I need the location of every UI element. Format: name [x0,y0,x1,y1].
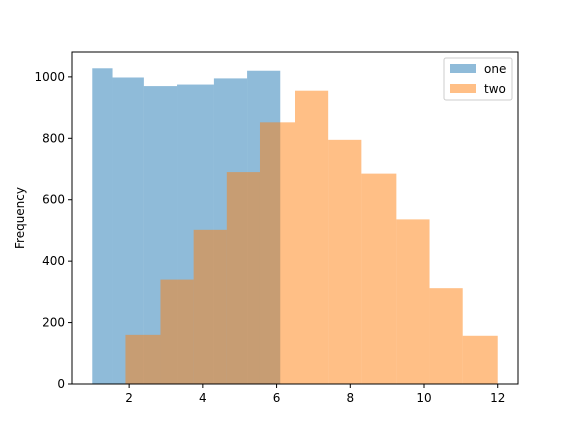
bar-two-7 [361,173,397,384]
bar-two-8 [396,219,430,384]
bars-layer [92,68,498,385]
bar-two-2 [193,229,227,384]
y-axis-ticks: 0 200 400 600 800 1000 [34,70,72,391]
bar-one-0 [92,68,113,384]
legend-label-two: two [484,82,506,96]
bar-two-0 [125,334,161,384]
bar-two-10 [462,335,498,384]
bar-two-1 [160,279,194,384]
x-axis-ticks: 2 4 6 8 10 12 [125,384,505,405]
y-tick-label: 800 [42,131,65,145]
x-tick-label: 2 [125,391,133,405]
y-tick-label: 0 [57,377,65,391]
x-tick-label: 4 [199,391,207,405]
bar-two-6 [328,139,362,384]
legend-label-one: one [484,62,506,76]
bar-one-1 [112,77,144,384]
y-tick-label: 400 [42,254,65,268]
bar-two-4 [259,122,295,384]
bar-two-5 [295,90,329,384]
x-tick-label: 6 [273,391,281,405]
legend: one two [443,57,513,101]
y-axis-label: Frequency [13,187,27,249]
legend-swatch-one [450,64,476,73]
x-tick-label: 8 [346,391,354,405]
y-tick-label: 600 [42,193,65,207]
plot-frame [71,51,519,385]
bar-two-3 [226,172,260,384]
x-tick-label: 10 [416,391,431,405]
legend-swatch-two [450,84,476,93]
bar-two-9 [429,288,463,384]
x-tick-label: 12 [490,391,505,405]
y-tick-label: 200 [42,316,65,330]
y-tick-label: 1000 [34,70,65,84]
